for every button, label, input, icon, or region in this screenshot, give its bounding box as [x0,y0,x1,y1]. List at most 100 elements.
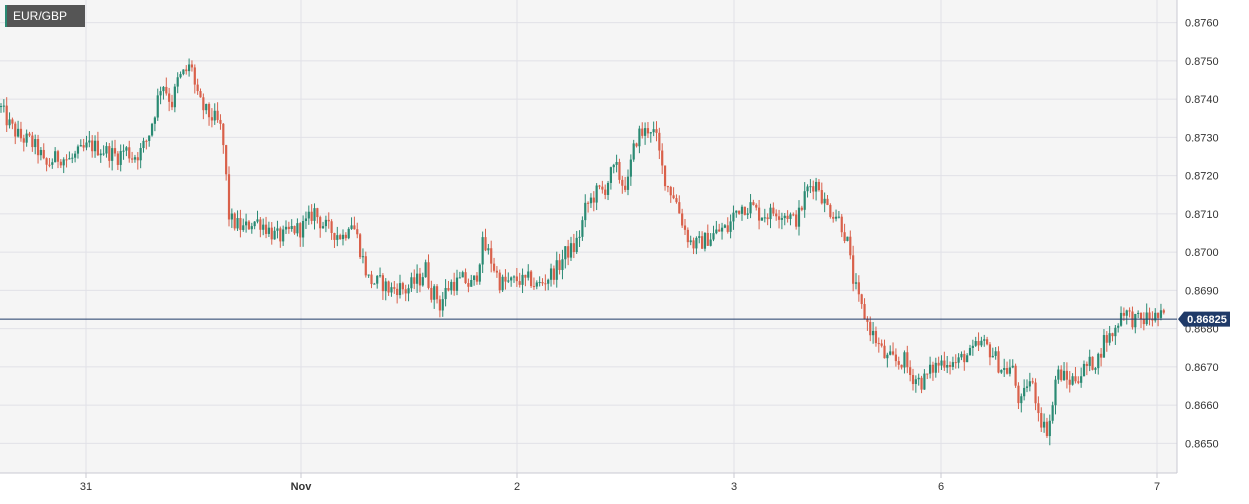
candle-body [145,140,148,142]
candle-body [695,237,698,249]
candle-body [1100,353,1103,358]
candle-body [769,207,772,220]
candle-body [712,233,715,240]
candle-body [735,210,738,213]
y-tick-label: 0.8680 [1185,324,1219,336]
candle-body [923,373,926,390]
candle-body [85,142,88,148]
candle-body [914,379,917,385]
candle-body [1031,381,1034,383]
candle-body [991,355,994,358]
candle-body [809,186,812,188]
candle-body [1011,365,1014,368]
candle-body [777,216,781,220]
candle-body [638,128,641,147]
candle-body [678,202,681,214]
candle-body [729,221,732,232]
candle-body [364,256,367,276]
candle-body [683,225,687,230]
candle-body [36,139,40,156]
candle-body [484,237,487,251]
candle-body [176,77,179,87]
candle-body [225,145,228,175]
candle-body [290,226,293,230]
candle-body [93,140,97,152]
candle-body [555,260,558,280]
candle-body [105,146,108,154]
candle-body [646,128,650,134]
candle-body [458,277,461,279]
current-price-tag: 0.86825 [1178,311,1230,327]
candle-body [806,186,809,192]
candle-body [649,132,652,134]
candle-body [410,277,413,289]
candle-body [1051,405,1054,421]
candle-body [971,345,974,348]
candle-body [319,217,322,229]
candle-body [1097,353,1100,369]
candle-body [966,355,969,363]
candle-body [236,218,239,229]
candle-body [626,176,630,190]
candle-body [874,330,878,344]
candle-body [59,161,62,166]
candle-body [615,162,618,165]
candle-body [361,256,365,258]
candle-body [743,206,746,215]
candle-body [840,216,843,233]
candle-body [541,282,544,284]
candle-body [79,145,82,147]
candle-body [336,235,339,240]
symbol-tag: EUR/GBP [5,5,85,27]
candle-body [45,158,48,165]
candle-body [641,128,644,136]
y-tick-label: 0.8650 [1185,438,1219,450]
candle-body [324,219,327,227]
candle-body [1003,368,1006,370]
candle-body [216,110,219,120]
candle-body [347,228,350,239]
x-tick-label: 7 [1154,481,1160,493]
candle-body [1082,363,1086,377]
y-tick-label: 0.8660 [1185,400,1219,412]
candle-body [390,287,393,293]
candle-body [1088,356,1091,366]
candle-body [438,299,441,311]
candle-body [473,275,476,280]
candle-body [894,354,897,362]
candle-body [424,262,427,278]
candle-body [766,217,769,220]
candle-body [156,95,159,118]
candle-body [1128,310,1131,312]
candle-body [111,148,114,161]
candle-body [669,186,672,196]
candle-body [763,217,766,219]
candle-body [293,226,296,234]
candle-body [273,230,276,240]
candle-body [974,341,977,346]
candle-body [1137,312,1140,314]
candle-body [136,157,139,161]
candle-body [230,213,233,220]
candle-body [595,185,598,203]
candle-body [196,84,199,92]
candle-body [518,281,521,285]
candle-body [527,271,530,278]
candle-body [760,217,764,221]
candle-body [461,272,464,278]
candle-body [353,225,356,230]
candle-body [909,367,912,376]
candle-body [376,275,379,284]
candle-body [572,243,575,252]
x-tick-label: 31 [80,481,92,493]
candle-body [487,248,490,251]
candle-body [852,255,855,284]
candle-body [1045,421,1049,437]
candle-body [125,147,128,151]
candle-body [284,226,288,230]
candle-body [592,197,595,203]
candle-body [1065,370,1068,380]
candle-body [0,106,3,108]
